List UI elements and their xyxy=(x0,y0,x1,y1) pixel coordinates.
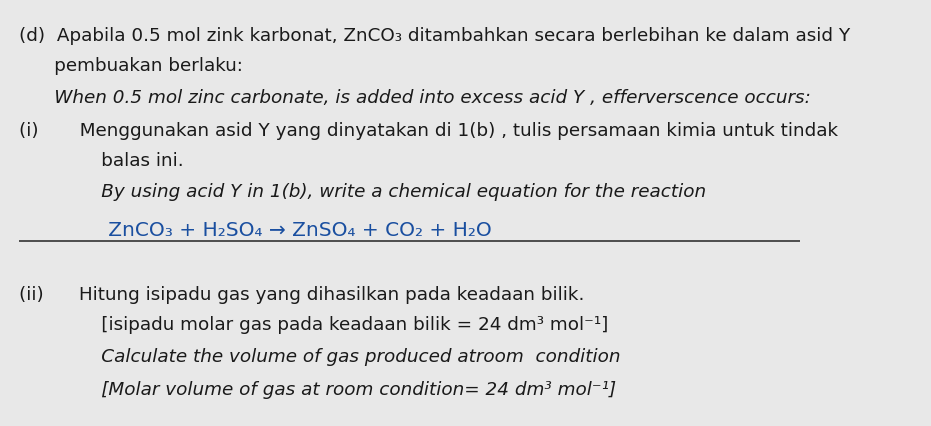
Text: Calculate the volume of gas produced atroom  condition: Calculate the volume of gas produced atr… xyxy=(19,348,620,366)
Text: (d)  Apabila 0.5 mol zink karbonat, ZnCO₃ ditambahkan secara berlebihan ke dalam: (d) Apabila 0.5 mol zink karbonat, ZnCO₃… xyxy=(19,27,850,45)
Text: (ii)      Hitung isipadu gas yang dihasilkan pada keadaan bilik.: (ii) Hitung isipadu gas yang dihasilkan … xyxy=(19,285,584,303)
Text: ZnCO₃ + H₂SO₄ → ZnSO₄ + CO₂ + H₂O: ZnCO₃ + H₂SO₄ → ZnSO₄ + CO₂ + H₂O xyxy=(19,221,492,239)
Text: When 0.5 mol zinc carbonate, is added into excess acid Y , efferverscence occurs: When 0.5 mol zinc carbonate, is added in… xyxy=(19,89,811,106)
Text: (i)       Menggunakan asid Y yang dinyatakan di 1(b) , tulis persamaan kimia unt: (i) Menggunakan asid Y yang dinyatakan d… xyxy=(19,122,838,140)
Text: pembuakan berlaku:: pembuakan berlaku: xyxy=(19,57,242,75)
Text: [Molar volume of gas at room condition= 24 dm³ mol⁻¹]: [Molar volume of gas at room condition= … xyxy=(19,380,615,398)
Text: [isipadu molar gas pada keadaan bilik = 24 dm³ mol⁻¹]: [isipadu molar gas pada keadaan bilik = … xyxy=(19,315,608,333)
Text: balas ini.: balas ini. xyxy=(19,151,183,169)
Text: By using acid Y in 1(b), write a chemical equation for the reaction: By using acid Y in 1(b), write a chemica… xyxy=(19,182,706,200)
